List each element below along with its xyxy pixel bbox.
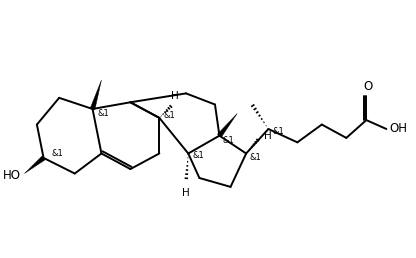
Text: &1: &1 bbox=[164, 111, 176, 120]
Text: HO: HO bbox=[3, 169, 21, 182]
Text: OH: OH bbox=[389, 123, 408, 135]
Text: &1: &1 bbox=[273, 127, 285, 136]
Polygon shape bbox=[90, 80, 102, 110]
Text: &1: &1 bbox=[223, 136, 235, 145]
Text: H: H bbox=[171, 91, 179, 101]
Text: &1: &1 bbox=[52, 149, 63, 158]
Text: O: O bbox=[364, 80, 373, 93]
Text: &1: &1 bbox=[98, 109, 110, 118]
Text: H: H bbox=[264, 131, 272, 141]
Text: &1: &1 bbox=[250, 152, 261, 162]
Polygon shape bbox=[218, 114, 237, 137]
Text: H: H bbox=[182, 188, 190, 198]
Polygon shape bbox=[25, 156, 45, 174]
Text: &1: &1 bbox=[193, 151, 205, 160]
